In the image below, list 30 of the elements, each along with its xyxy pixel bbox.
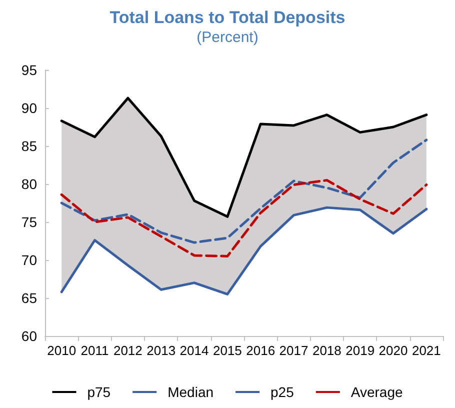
x-tick-label: 2011 [80, 343, 109, 358]
y-tick-label: 60 [21, 328, 38, 344]
x-tick-label: 2014 [180, 343, 209, 358]
legend-label: p75 [87, 384, 111, 400]
legend-label: Median [168, 384, 214, 400]
x-tick-label: 2017 [279, 343, 308, 358]
x-tick-label: 2015 [212, 343, 242, 358]
line-series [60, 96, 428, 218]
legend-label: Average [350, 384, 403, 400]
x-tick-label: 2020 [378, 343, 408, 358]
line-series [60, 138, 428, 244]
x-tick-label: 2010 [47, 343, 76, 358]
y-tick-label: 85 [21, 138, 38, 154]
line-series [60, 206, 428, 296]
x-tick-label: 2016 [246, 343, 276, 358]
chart-subtitle: (Percent) [196, 29, 258, 46]
y-tick-label: 95 [21, 62, 38, 78]
x-tick-label: 2019 [346, 343, 375, 358]
y-tick-label: 80 [21, 176, 38, 192]
y-tick-label: 75 [21, 214, 38, 230]
x-tick-label: 2018 [312, 343, 342, 358]
x-tick-label: 2021 [412, 343, 441, 358]
x-tick-label: 2012 [113, 343, 142, 358]
y-tick-label: 65 [21, 290, 38, 306]
y-tick-label: 90 [21, 100, 38, 116]
legend-label: p25 [270, 384, 294, 400]
chart-title: Total Loans to Total Deposits [110, 8, 346, 27]
line-series [60, 178, 428, 258]
x-tick-label: 2013 [146, 343, 176, 358]
y-tick-label: 70 [21, 252, 38, 268]
